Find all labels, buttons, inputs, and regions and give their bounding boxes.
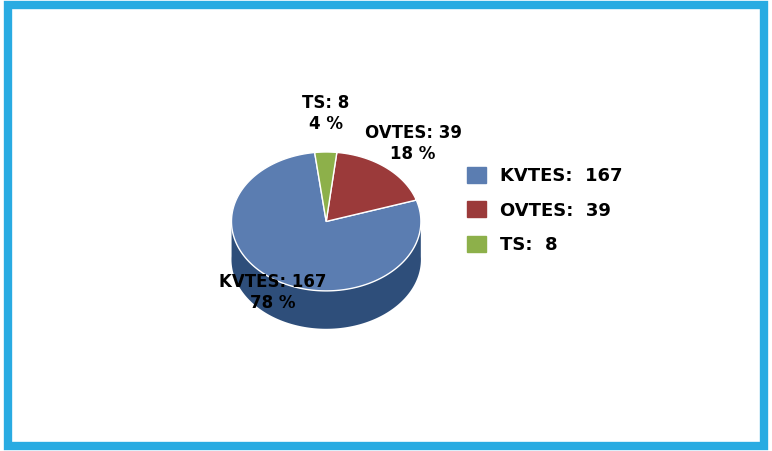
- Polygon shape: [232, 218, 421, 329]
- Polygon shape: [232, 152, 421, 291]
- Text: TS: 8
4 %: TS: 8 4 %: [302, 94, 349, 133]
- Text: KVTES: 167
78 %: KVTES: 167 78 %: [219, 273, 327, 312]
- Polygon shape: [327, 152, 416, 221]
- Text: OVTES: 39
18 %: OVTES: 39 18 %: [364, 124, 462, 163]
- Legend: KVTES:  167, OVTES:  39, TS:  8: KVTES: 167, OVTES: 39, TS: 8: [460, 160, 630, 261]
- Polygon shape: [315, 152, 337, 221]
